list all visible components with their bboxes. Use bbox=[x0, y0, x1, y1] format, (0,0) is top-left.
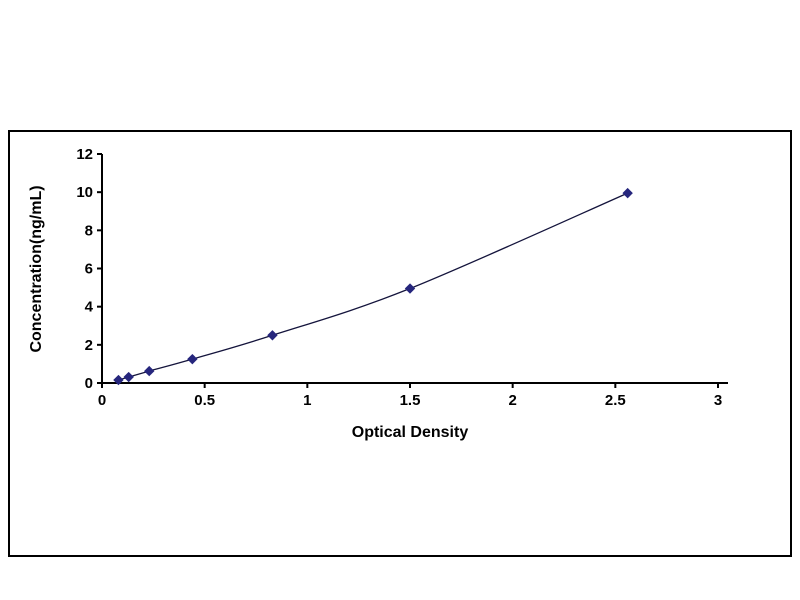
data-point-marker bbox=[123, 371, 134, 383]
chart-frame: 0 0.5 1 1.5 2 2.5 3 0 2 4 6 8 10 12 Optical Density C… bbox=[8, 130, 792, 557]
y-tick-label: 12 bbox=[76, 146, 93, 163]
data-point-marker bbox=[404, 283, 416, 294]
x-tick-label: 0.5 bbox=[194, 392, 215, 409]
y-tick-label: 6 bbox=[85, 261, 93, 278]
data-point-marker bbox=[187, 353, 198, 365]
y-tick-label: 4 bbox=[85, 299, 94, 316]
x-tick-label: 2.5 bbox=[605, 392, 626, 409]
data-layer bbox=[113, 187, 633, 386]
x-tick-label: 3 bbox=[714, 392, 722, 409]
y-tick-label: 2 bbox=[85, 337, 93, 354]
x-tick-label: 1 bbox=[303, 392, 311, 409]
y-tick-label: 8 bbox=[85, 222, 93, 239]
x-tick-label: 1.5 bbox=[400, 392, 421, 409]
standard-curve-plot: 0 0.5 1 1.5 2 2.5 3 0 2 4 6 8 10 12 Optical Density C… bbox=[28, 146, 728, 441]
data-point-marker bbox=[144, 365, 155, 377]
x-axis-title: Optical Density bbox=[352, 424, 469, 441]
x-tick-label: 2 bbox=[508, 392, 516, 409]
y-tick-label: 0 bbox=[85, 375, 93, 392]
y-axis-title: Concentration(ng/mL) bbox=[28, 185, 45, 352]
x-tick-label: 0 bbox=[98, 392, 106, 409]
data-point-marker bbox=[267, 330, 278, 341]
data-point-marker bbox=[113, 374, 124, 386]
axes-layer: 0 0.5 1 1.5 2 2.5 3 0 2 4 6 8 10 12 bbox=[76, 146, 728, 409]
curve-line bbox=[118, 192, 628, 381]
data-point-marker bbox=[622, 187, 633, 199]
y-tick-label: 10 bbox=[76, 184, 93, 201]
